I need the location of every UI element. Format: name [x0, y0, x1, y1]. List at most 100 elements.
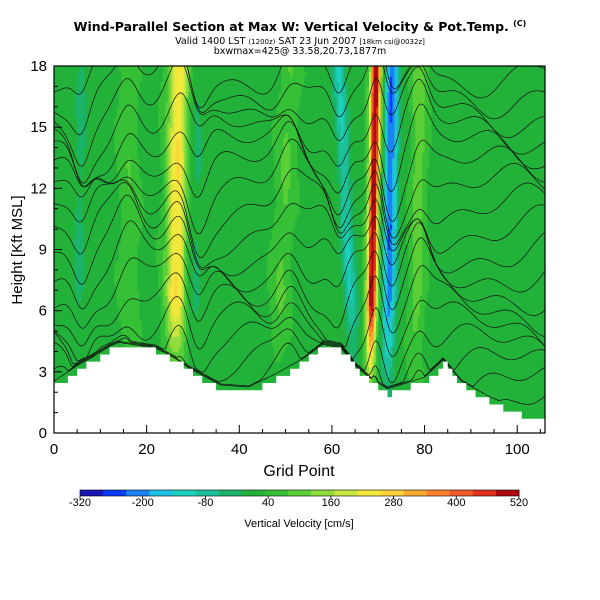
field-cell — [366, 193, 370, 200]
field-cell — [172, 162, 178, 169]
field-cell — [183, 173, 187, 179]
field-cell — [341, 193, 349, 200]
field-cell — [387, 101, 391, 108]
field-cell — [419, 295, 428, 302]
field-cell — [130, 183, 143, 189]
field-cell — [371, 147, 375, 154]
field-cell — [394, 132, 398, 138]
field-cell — [394, 325, 398, 332]
field-cell — [341, 229, 347, 235]
field-cell — [355, 234, 363, 240]
field-cell — [118, 101, 138, 108]
field-cell — [401, 147, 412, 154]
field-cell — [385, 351, 391, 358]
field-cell — [341, 76, 345, 82]
field-cell — [412, 218, 423, 225]
field-cell — [368, 106, 372, 113]
field-cell — [292, 285, 345, 291]
field-cell — [382, 234, 386, 240]
field-cell — [188, 229, 192, 235]
field-cell — [366, 249, 370, 256]
field-cell — [352, 203, 365, 210]
field-cell — [371, 361, 375, 368]
field-cell — [278, 264, 284, 271]
field-cell — [169, 234, 173, 240]
field-cell — [371, 167, 377, 174]
field-cell — [380, 290, 384, 296]
field-cell — [190, 106, 196, 113]
field-cell — [267, 259, 280, 266]
field-cell — [352, 224, 363, 230]
field-cell — [352, 325, 358, 332]
field-cell — [114, 122, 138, 128]
field-cell — [338, 96, 345, 103]
field-cell — [373, 269, 377, 276]
field-cell — [410, 132, 416, 138]
field-cell — [188, 346, 275, 353]
field-cell — [371, 366, 375, 373]
field-cell — [183, 178, 187, 184]
field-cell — [366, 274, 370, 281]
field-cell — [387, 213, 393, 220]
field-cell — [429, 254, 545, 261]
field-cell — [181, 193, 185, 200]
field-cell — [368, 229, 372, 235]
field-cell — [142, 71, 164, 77]
field-cell — [183, 310, 187, 317]
field-cell — [424, 132, 433, 138]
isentrope-line — [54, 220, 545, 310]
field-cell — [385, 305, 389, 312]
field-cell — [336, 178, 342, 184]
field-cell — [373, 86, 379, 93]
field-cell — [364, 361, 368, 368]
field-cell — [172, 86, 176, 93]
field-cell — [81, 295, 118, 302]
field-cell — [373, 356, 377, 363]
field-cell — [54, 264, 76, 271]
field-cell — [399, 290, 409, 296]
field-cell — [350, 142, 365, 149]
field-cell — [375, 280, 379, 286]
field-cell — [345, 280, 349, 286]
field-cell — [366, 280, 370, 286]
field-cell — [394, 178, 398, 184]
field-cell — [74, 249, 85, 256]
x-tick-label: 80 — [416, 441, 433, 458]
field-cell — [406, 361, 423, 368]
field-cell — [429, 264, 545, 271]
field-cell — [412, 274, 423, 281]
field-cell — [380, 356, 384, 363]
field-cell — [385, 310, 389, 317]
field-cell — [188, 356, 275, 363]
field-cell — [176, 142, 180, 149]
field-cell — [399, 295, 409, 302]
field-cell — [181, 101, 185, 108]
field-cell — [343, 111, 347, 118]
field-cell — [392, 213, 396, 220]
field-cell — [195, 147, 203, 154]
field-cell — [399, 234, 407, 240]
field-cell — [114, 132, 138, 138]
field-cell — [348, 157, 352, 164]
field-cell — [54, 295, 78, 302]
field-cell — [181, 96, 185, 103]
field-cell — [304, 66, 331, 72]
field-cell — [387, 66, 391, 72]
field-cell — [167, 183, 171, 189]
field-cell — [424, 116, 433, 123]
field-cell — [183, 111, 187, 118]
field-cell — [338, 152, 349, 159]
field-cell — [269, 310, 280, 317]
field-cell — [412, 106, 426, 113]
field-cell — [399, 198, 407, 205]
field-cell — [186, 101, 189, 108]
field-cell — [186, 173, 189, 179]
field-cell — [188, 178, 192, 184]
field-cell — [424, 91, 430, 98]
terrain-mask — [54, 347, 545, 433]
field-cell — [357, 341, 363, 347]
field-cell — [188, 264, 194, 271]
field-cell — [176, 173, 180, 179]
field-cell — [199, 300, 270, 307]
field-cell — [54, 147, 78, 154]
